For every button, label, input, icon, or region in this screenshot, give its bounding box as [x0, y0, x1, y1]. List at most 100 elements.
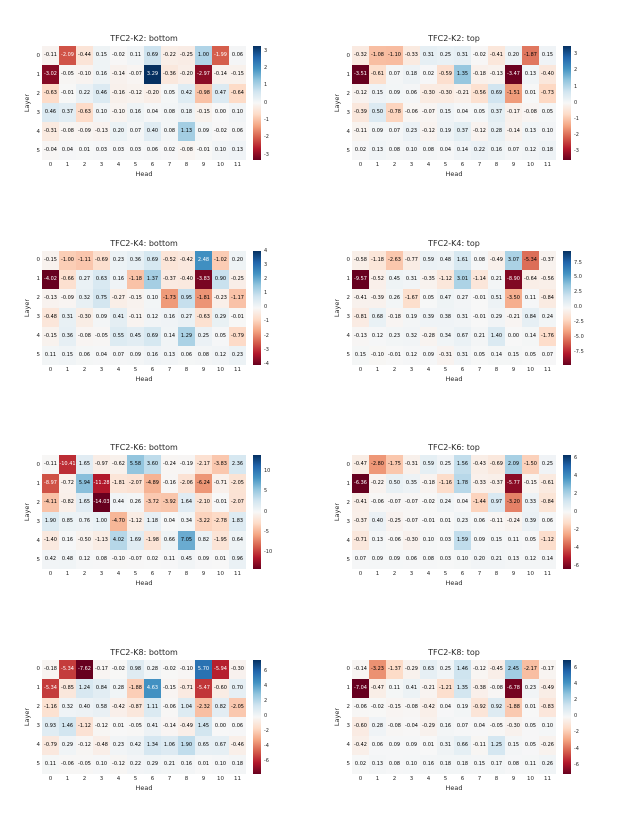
x-tick-label: 8	[184, 162, 189, 169]
x-tick-label: 11	[234, 162, 241, 169]
heatmap-cell: 0.21	[488, 269, 505, 289]
heatmap-cell: 0.06	[229, 716, 246, 736]
x-tick-label: 8	[494, 366, 499, 373]
colorbar-tick-label: 1	[574, 83, 578, 90]
heatmap-cell: 0.15	[352, 345, 369, 365]
heatmap-cell: 1.00	[195, 46, 212, 66]
heatmap-cell: 1.35	[454, 678, 471, 698]
heatmap-cell: -0.81	[352, 307, 369, 327]
x-tick-label: 3	[99, 571, 104, 578]
heatmap-cell: 0.02	[352, 141, 369, 161]
heatmap-cell: 1.83	[229, 512, 246, 532]
heatmap-cell: 0.76	[76, 512, 93, 532]
colorbar-tick-label: -3	[264, 151, 269, 158]
heatmap-cell: 1.13	[178, 122, 195, 142]
heatmap-cell: -5.47	[195, 678, 212, 698]
heatmap-cell: -0.63	[76, 103, 93, 123]
x-tick-label: 3	[409, 571, 414, 578]
heatmap-cell: -0.85	[59, 678, 76, 698]
heatmap-cell: -4.11	[42, 493, 59, 513]
y-tick-label: 4	[36, 537, 41, 544]
colorbar-tick-label: 2.5	[574, 289, 582, 296]
heatmap-cell: -0.12	[471, 122, 488, 142]
heatmap-cell: 0.23	[110, 250, 127, 270]
heatmap-cell: 0.28	[110, 678, 127, 698]
colorbar-gradient	[253, 455, 261, 570]
heatmap-cell: 0.50	[369, 103, 386, 123]
heatmap-cell: 0.14	[161, 326, 178, 346]
heatmap-cell: -1.81	[195, 288, 212, 308]
x-tick-label: 2	[392, 366, 397, 373]
heatmap-cell: 0.18	[403, 65, 420, 85]
heatmap-cell: 0.64	[229, 531, 246, 551]
heatmap-cell: -1.16	[42, 697, 59, 717]
heatmap-cell: 0.13	[369, 531, 386, 551]
heatmap-cell: -2.07	[229, 493, 246, 513]
heatmap-panel-tfc2-k8-top: TFC2-K8: top Layer 0 1 2 3 4 5 -0.14 -3.23 -1.37 -0…	[332, 618, 614, 823]
heatmap-cell: 4.02	[110, 531, 127, 551]
heatmap-cell: -0.20	[144, 84, 161, 104]
heatmap-cell: 0.84	[93, 678, 110, 698]
heatmap-cell: -0.11	[471, 735, 488, 755]
heatmap-cell: 0.16	[144, 345, 161, 365]
heatmap-cell: 0.12	[522, 550, 539, 570]
y-tick-label: 0	[36, 257, 41, 264]
colorbar-tick-label: 0.0	[574, 304, 582, 311]
colorbar-tick-label: 2	[264, 275, 268, 282]
heatmap-cell: 1.25	[488, 735, 505, 755]
colorbar-tick-label: 4	[264, 247, 268, 254]
heatmap-cell: 3.60	[144, 455, 161, 475]
heatmap-cell: -1.75	[386, 455, 403, 475]
y-axis-label-text: Layer	[333, 298, 341, 317]
heatmap-cell: -0.15	[127, 288, 144, 308]
heatmap-cell: -10.41	[59, 455, 76, 475]
heatmap-cell: 0.25	[437, 659, 454, 679]
heatmap-cell: 0.08	[93, 550, 110, 570]
heatmap-cell: 0.14	[454, 141, 471, 161]
heatmap-cell: -0.06	[369, 493, 386, 513]
heatmap-cell: 0.11	[127, 46, 144, 66]
heatmap-cell: -0.11	[42, 46, 59, 66]
heatmap-cell: 0.07	[539, 345, 556, 365]
y-axis-label-text: Layer	[23, 707, 31, 726]
heatmap-cell: 0.09	[369, 550, 386, 570]
heatmap-cell: -1.18	[369, 250, 386, 270]
heatmap-cell: -1.73	[161, 288, 178, 308]
heatmap-panel-tfc2-k4-top: TFC2-K4: top Layer 0 1 2 3 4 5 -0.58 -1.18 -2.63 -0…	[332, 209, 614, 414]
heatmap-cell: -0.30	[437, 84, 454, 104]
heatmap-cell: 0.19	[437, 122, 454, 142]
heatmap-cell: 0.10	[93, 754, 110, 774]
heatmap-cell: -0.15	[42, 250, 59, 270]
heatmap-cell: -1.17	[229, 288, 246, 308]
heatmap-cell: 0.14	[488, 345, 505, 365]
heatmap-cell: -0.42	[110, 697, 127, 717]
plot-area: Layer 0 1 2 3 4 5 -0.58 -1.18 -2.63 -0.77 0.59 0.48 1…	[332, 250, 593, 365]
x-tick-label: 11	[234, 571, 241, 578]
heatmap-cell: -0.06	[59, 754, 76, 774]
heatmap-cell: 0.59	[420, 250, 437, 270]
heatmap-panel-tfc2-k6-top: TFC2-K6: top Layer 0 1 2 3 4 5 -0.47 -2.80 -1.75 -0…	[332, 413, 614, 618]
colorbar: 10 5 0 -5 -10	[253, 455, 283, 570]
heatmap-cell: -0.24	[161, 455, 178, 475]
x-tick-label: 7	[477, 162, 482, 169]
heatmap-cell: 0.05	[522, 735, 539, 755]
y-tick-label: 1	[346, 71, 351, 78]
heatmap-cell: 0.39	[522, 512, 539, 532]
heatmap-cell: -0.61	[539, 474, 556, 494]
heatmap-cell: -0.60	[212, 678, 229, 698]
heatmap-cell: -1.13	[93, 531, 110, 551]
heatmap-cell: 0.23	[229, 345, 246, 365]
y-tick-label: 2	[346, 499, 351, 506]
colorbar-tick-label: 2	[264, 65, 268, 72]
heatmap-cell: -0.43	[471, 455, 488, 475]
x-tick-label: 10	[527, 775, 534, 782]
heatmap-cell: -0.01	[229, 307, 246, 327]
heatmap-cell: 0.48	[59, 550, 76, 570]
y-tick-label: 4	[346, 742, 351, 749]
colorbar-tick-label: -2	[264, 728, 269, 735]
colorbar-tick-label: 1	[264, 82, 268, 89]
heatmap-cell: 0.10	[539, 122, 556, 142]
heatmap-cell: 1.65	[76, 455, 93, 475]
x-tick-label: 0	[48, 162, 53, 169]
x-tick-label: 5	[133, 366, 138, 373]
